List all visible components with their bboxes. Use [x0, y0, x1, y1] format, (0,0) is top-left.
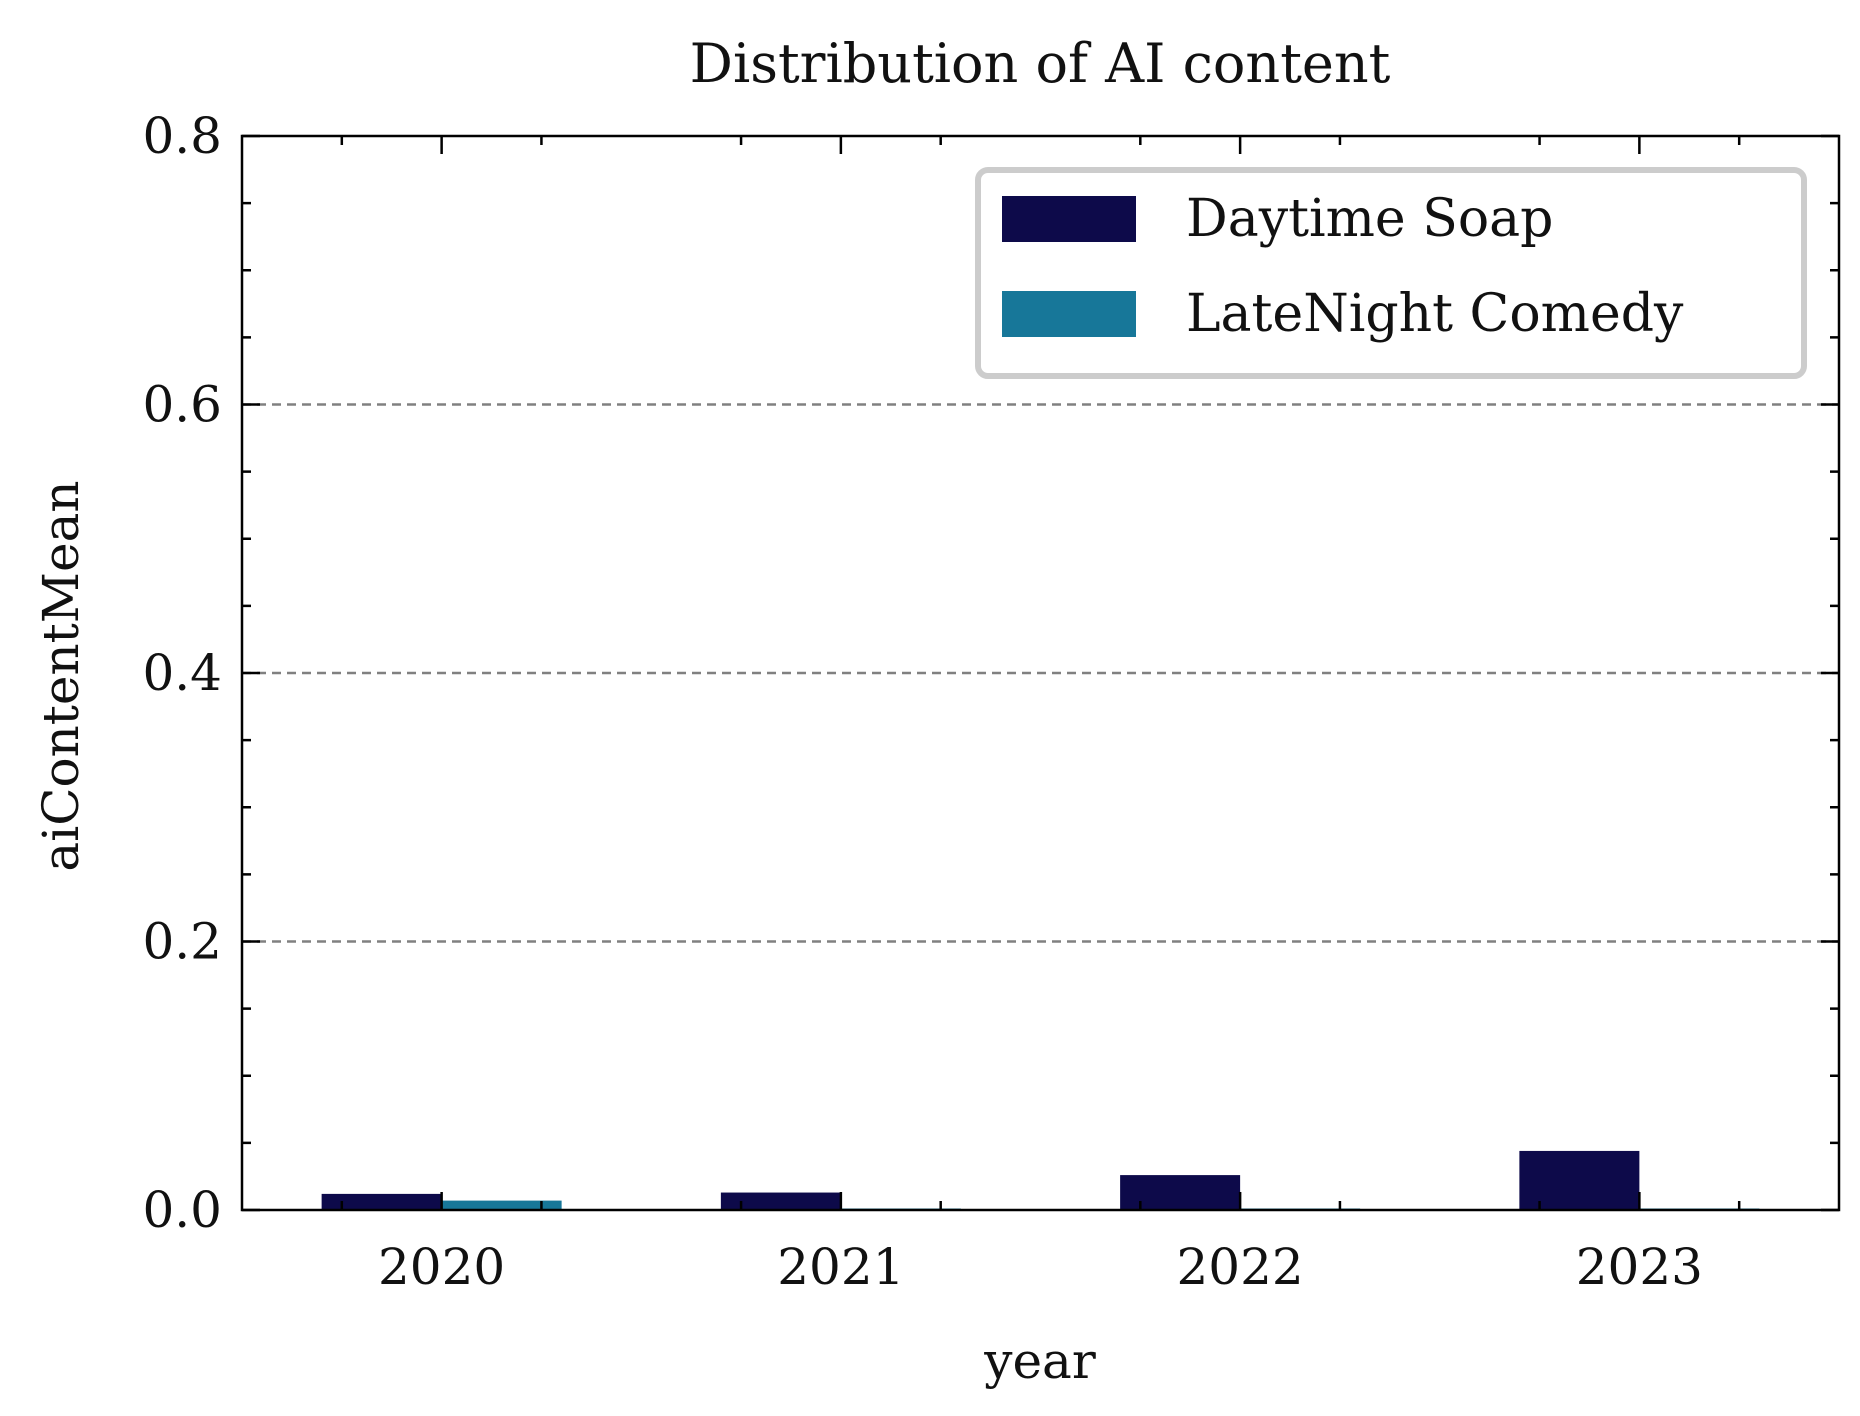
y-tick-label: 0.6 [142, 376, 222, 434]
chart-title: Distribution of AI content [690, 32, 1391, 95]
bar-daytime-soap-2023 [1519, 1150, 1640, 1210]
y-axis-label: aiContentMean [32, 480, 90, 871]
x-axis-label: year [983, 1332, 1096, 1390]
y-tick-label: 0.0 [142, 1181, 222, 1239]
legend-swatch-latenight-comedy [1002, 291, 1136, 337]
bar-latenight-comedy-2020 [441, 1200, 562, 1210]
legend-swatch-daytime-soap [1002, 196, 1136, 242]
legend-box [975, 167, 1807, 379]
y-tick-label: 0.4 [142, 644, 222, 702]
bar-daytime-soap-2021 [720, 1192, 841, 1210]
bar-daytime-soap-2022 [1120, 1175, 1241, 1210]
legend-label-daytime-soap: Daytime Soap [1186, 189, 1553, 249]
y-tick-label: 0.2 [142, 913, 222, 971]
x-tick-label: 2021 [777, 1238, 904, 1296]
y-tick-label: 0.8 [142, 107, 222, 165]
x-tick-label: 2023 [1576, 1238, 1703, 1296]
bar-daytime-soap-2020 [321, 1193, 442, 1210]
legend-label-latenight-comedy: LateNight Comedy [1186, 284, 1684, 344]
x-tick-label: 2020 [378, 1238, 505, 1296]
x-tick-label: 2022 [1177, 1238, 1304, 1296]
